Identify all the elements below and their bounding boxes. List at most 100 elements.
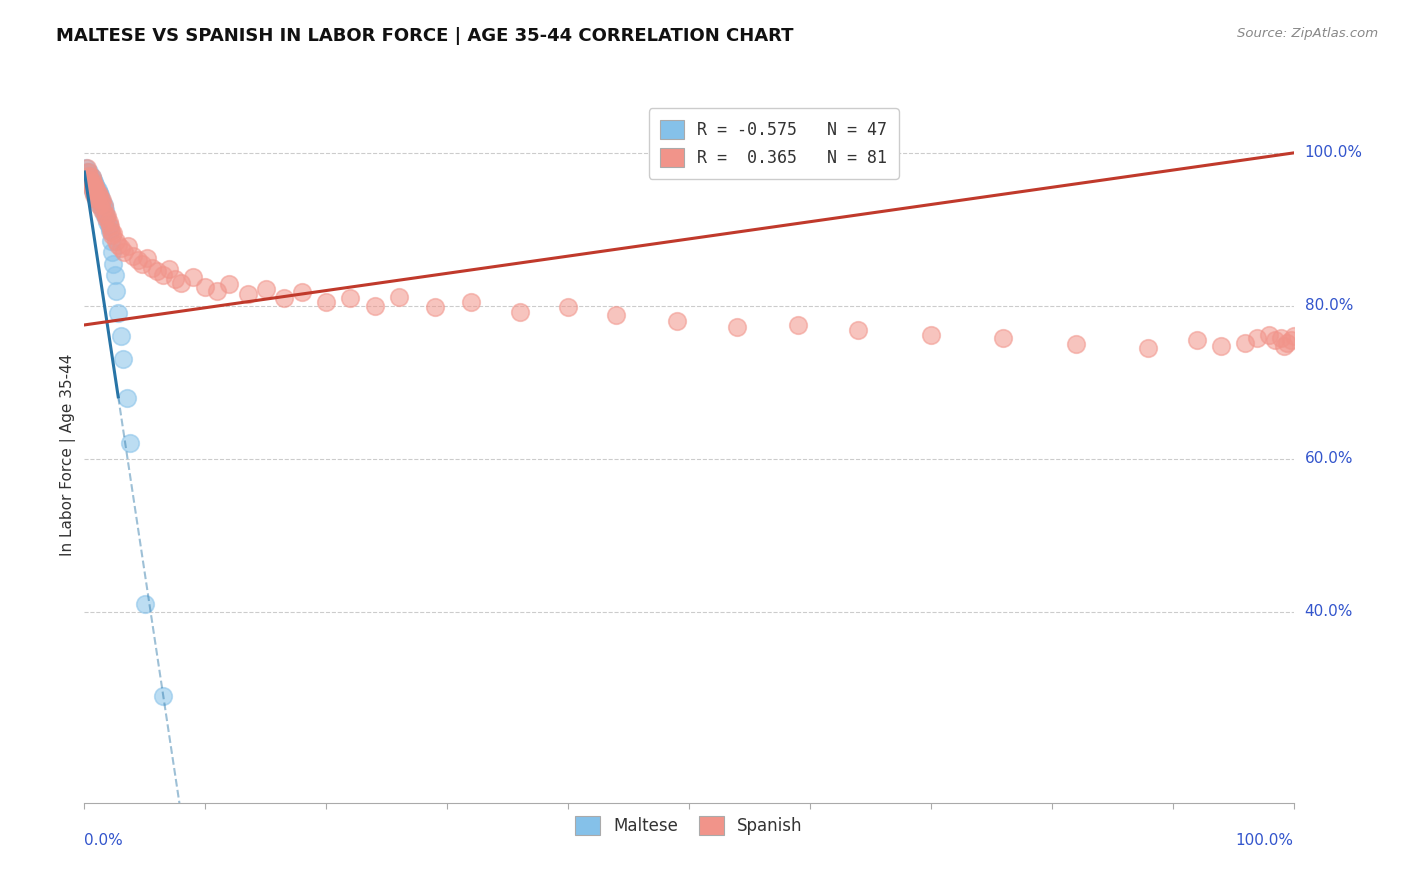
Point bbox=[89, 198, 111, 212]
Point bbox=[127, 252, 149, 267]
Text: 80.0%: 80.0% bbox=[1305, 298, 1353, 313]
Point bbox=[91, 195, 114, 210]
Y-axis label: In Labor Force | Age 35-44: In Labor Force | Age 35-44 bbox=[60, 354, 76, 556]
Point bbox=[165, 272, 187, 286]
Point bbox=[120, 436, 142, 450]
Point bbox=[83, 188, 105, 202]
Point bbox=[98, 224, 121, 238]
Point bbox=[254, 282, 277, 296]
Point bbox=[1279, 333, 1302, 347]
Point bbox=[1064, 337, 1087, 351]
Point bbox=[157, 262, 180, 277]
Point bbox=[79, 172, 101, 186]
Point bbox=[77, 172, 100, 186]
Point bbox=[1137, 341, 1160, 355]
Point bbox=[86, 192, 108, 206]
Point bbox=[291, 285, 314, 299]
Point bbox=[86, 183, 108, 197]
Point bbox=[94, 203, 117, 218]
Point bbox=[94, 207, 117, 221]
Point bbox=[84, 188, 107, 202]
Point bbox=[82, 175, 104, 189]
Point bbox=[82, 172, 104, 186]
Point bbox=[94, 211, 117, 225]
Point bbox=[104, 268, 127, 283]
Text: 100.0%: 100.0% bbox=[1305, 145, 1362, 161]
Point bbox=[1272, 338, 1295, 352]
Point bbox=[104, 284, 127, 298]
Point bbox=[100, 224, 122, 238]
Point bbox=[76, 161, 98, 176]
Point bbox=[83, 178, 105, 192]
Text: 0.0%: 0.0% bbox=[84, 833, 124, 848]
Point bbox=[1277, 335, 1299, 350]
Point bbox=[665, 314, 688, 328]
Point bbox=[1258, 327, 1281, 342]
Point bbox=[509, 305, 531, 319]
Point bbox=[87, 194, 110, 209]
Point bbox=[110, 329, 132, 343]
Point bbox=[181, 269, 204, 284]
Point bbox=[1270, 331, 1292, 345]
Legend: Maltese, Spanish: Maltese, Spanish bbox=[567, 807, 811, 843]
Point bbox=[339, 291, 361, 305]
Point bbox=[97, 219, 120, 233]
Point bbox=[91, 194, 114, 208]
Text: 40.0%: 40.0% bbox=[1305, 604, 1353, 619]
Point bbox=[83, 186, 105, 200]
Point bbox=[786, 318, 808, 332]
Point bbox=[89, 192, 111, 206]
Point bbox=[90, 195, 112, 210]
Point bbox=[460, 295, 482, 310]
Point bbox=[86, 183, 108, 197]
Point bbox=[84, 178, 107, 192]
Point bbox=[846, 323, 869, 337]
Point bbox=[115, 391, 138, 405]
Point bbox=[76, 165, 98, 179]
Point bbox=[96, 209, 118, 223]
Point bbox=[993, 331, 1015, 345]
Point bbox=[80, 180, 103, 194]
Point bbox=[87, 188, 110, 202]
Point bbox=[100, 234, 122, 248]
Point bbox=[131, 257, 153, 271]
Point bbox=[388, 290, 411, 304]
Point bbox=[107, 306, 129, 320]
Point bbox=[77, 165, 100, 179]
Point bbox=[96, 215, 118, 229]
Point bbox=[103, 226, 125, 240]
Point bbox=[315, 295, 337, 310]
Point bbox=[146, 264, 169, 278]
Point bbox=[97, 215, 120, 229]
Point bbox=[93, 199, 115, 213]
Point bbox=[170, 276, 193, 290]
Point bbox=[86, 180, 108, 194]
Point bbox=[93, 198, 115, 212]
Point bbox=[93, 207, 115, 221]
Point bbox=[80, 170, 103, 185]
Point bbox=[136, 252, 159, 266]
Point bbox=[98, 219, 121, 233]
Point bbox=[82, 184, 104, 198]
Point bbox=[725, 320, 748, 334]
Point bbox=[84, 180, 107, 194]
Point bbox=[1282, 329, 1305, 343]
Point bbox=[557, 301, 579, 315]
Point bbox=[89, 188, 111, 202]
Text: 100.0%: 100.0% bbox=[1236, 833, 1294, 848]
Point bbox=[363, 299, 385, 313]
Point bbox=[152, 689, 174, 703]
Point bbox=[80, 175, 103, 189]
Point bbox=[101, 245, 124, 260]
Point bbox=[87, 198, 110, 212]
Text: MALTESE VS SPANISH IN LABOR FORCE | AGE 35-44 CORRELATION CHART: MALTESE VS SPANISH IN LABOR FORCE | AGE … bbox=[56, 27, 794, 45]
Point bbox=[112, 352, 135, 367]
Point bbox=[77, 177, 100, 191]
Point bbox=[77, 169, 100, 183]
Point bbox=[1185, 333, 1208, 347]
Point bbox=[273, 291, 295, 305]
Point bbox=[103, 257, 125, 271]
Point bbox=[121, 249, 143, 263]
Point bbox=[152, 268, 174, 283]
Point bbox=[107, 237, 129, 252]
